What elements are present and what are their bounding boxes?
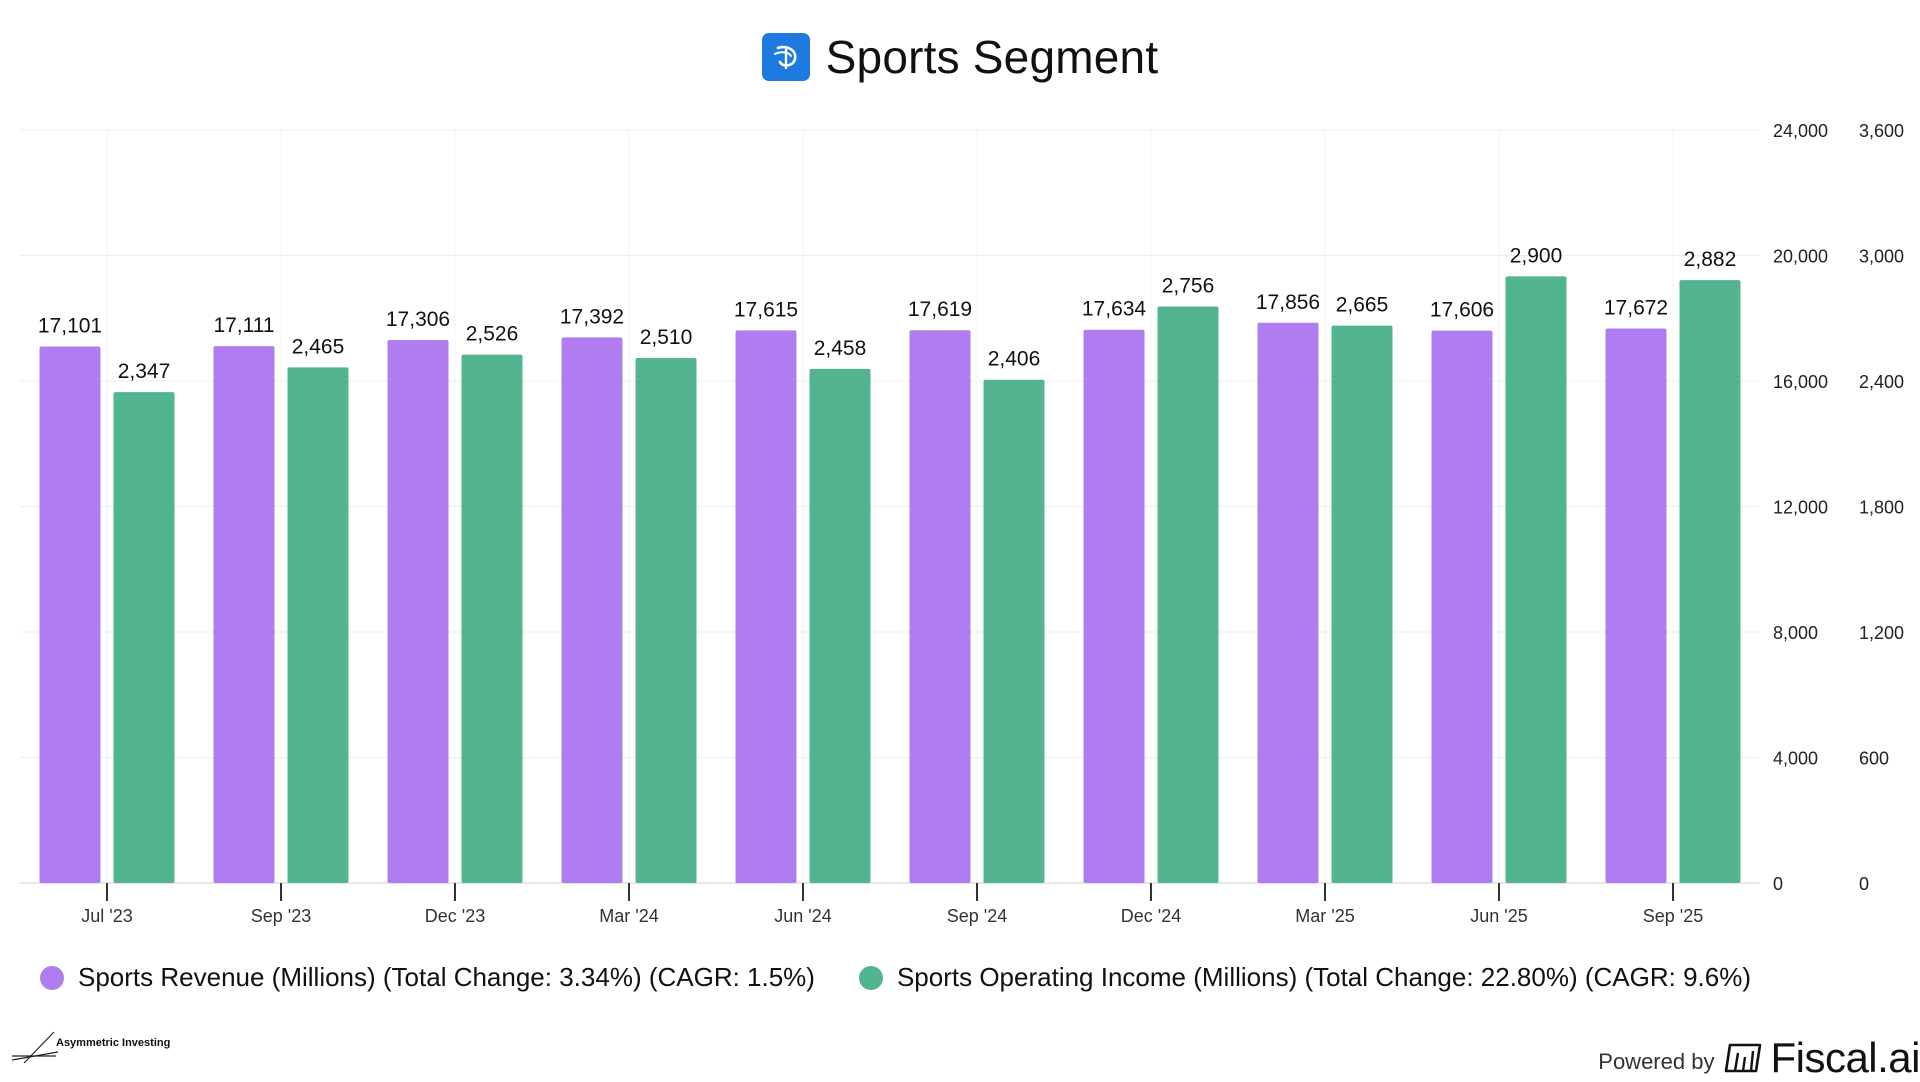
right-axis-tick-label: 3,000: [1859, 247, 1904, 267]
x-axis-tick-label: Jun '24: [774, 906, 831, 926]
asymmetric-investing-text: Asymmetric Investing: [56, 1037, 171, 1049]
operating-income-data-label: 2,665: [1336, 294, 1389, 317]
legend-item-revenue[interactable]: Sports Revenue (Millions) (Total Change:…: [40, 962, 815, 993]
revenue-data-label: 17,111: [213, 314, 274, 337]
operating-income-data-label: 2,882: [1684, 248, 1737, 271]
operating-income-bar[interactable]: [461, 354, 523, 883]
asymmetric-investing-logo-icon: [11, 1031, 59, 1064]
operating-income-data-label: 2,756: [1162, 275, 1215, 298]
fiscal-logo-icon: [1725, 1043, 1762, 1073]
x-axis-tick-label: Sep '23: [251, 906, 312, 926]
revenue-bar[interactable]: [1083, 329, 1145, 883]
legend-dot-revenue: [40, 965, 64, 990]
left-axis-tick-label: 0: [1773, 874, 1783, 894]
revenue-bar[interactable]: [1431, 330, 1493, 883]
operating-income-data-label: 2,458: [814, 337, 867, 360]
revenue-data-label: 17,606: [1430, 299, 1494, 322]
x-axis-tick-label: Jun '25: [1470, 906, 1527, 926]
legend-item-operating-income[interactable]: Sports Operating Income (Millions) (Tota…: [858, 962, 1751, 993]
asymmetric-investing-logo: Asymmetric Investing: [10, 1030, 170, 1064]
revenue-bar[interactable]: [561, 337, 623, 883]
revenue-data-label: 17,392: [560, 305, 624, 328]
legend-label-operating-income: Sports Operating Income (Millions) (Tota…: [896, 962, 1751, 992]
x-axis-tick-label: Mar '25: [1295, 906, 1354, 926]
revenue-bar[interactable]: [1257, 322, 1319, 883]
revenue-bar[interactable]: [387, 340, 449, 883]
revenue-data-label: 17,856: [1256, 291, 1320, 314]
right-axis-tick-label: 1,800: [1859, 498, 1904, 518]
operating-income-data-label: 2,510: [640, 326, 693, 349]
left-axis-tick-label: 8,000: [1773, 623, 1818, 643]
chart-title: Sports Segment: [825, 31, 1159, 83]
right-axis-tick-label: 3,600: [1859, 121, 1904, 141]
left-axis-tick-label: 20,000: [1773, 247, 1828, 267]
x-axis-tick-label: Sep '25: [1643, 906, 1704, 926]
right-axis-tick-label: 600: [1859, 749, 1889, 769]
chart-legend: Sports Revenue (Millions) (Total Change:…: [40, 962, 1795, 993]
operating-income-bar[interactable]: [113, 392, 175, 883]
right-axis-tick-label: 2,400: [1859, 372, 1904, 392]
operating-income-bar[interactable]: [1157, 306, 1219, 884]
operating-income-bar[interactable]: [983, 379, 1045, 883]
operating-income-data-label: 2,465: [292, 335, 345, 358]
revenue-bar[interactable]: [909, 330, 971, 884]
right-axis-tick-label: 0: [1859, 874, 1869, 894]
operating-income-data-label: 2,900: [1510, 244, 1563, 267]
revenue-data-label: 17,619: [908, 298, 972, 321]
operating-income-data-label: 2,406: [988, 348, 1041, 371]
operating-income-bar[interactable]: [1679, 280, 1741, 884]
x-axis-tick-label: Sep '24: [947, 906, 1008, 926]
revenue-bar[interactable]: [39, 346, 101, 883]
operating-income-bar[interactable]: [1331, 325, 1393, 884]
left-axis-tick-label: 4,000: [1773, 749, 1818, 769]
x-axis-tick-label: Dec '23: [425, 906, 485, 926]
legend-dot-operating-income: [858, 965, 883, 990]
revenue-bar[interactable]: [735, 330, 797, 884]
operating-income-bar[interactable]: [809, 368, 871, 883]
fiscal-brand-text: Fiscal.ai: [1770, 1034, 1920, 1081]
chart-header: Sports Segment: [0, 30, 1920, 84]
revenue-data-label: 17,615: [734, 298, 798, 321]
powered-by-text: Powered by: [1598, 1049, 1715, 1074]
operating-income-bar[interactable]: [635, 357, 697, 883]
left-axis-tick-label: 24,000: [1773, 121, 1828, 141]
right-axis-tick-label: 1,200: [1859, 623, 1904, 643]
left-axis-tick-label: 16,000: [1773, 372, 1828, 392]
revenue-data-label: 17,672: [1604, 297, 1668, 320]
revenue-data-label: 17,634: [1082, 298, 1147, 321]
x-axis-tick-label: Dec '24: [1121, 906, 1181, 926]
disney-plus-logo-icon: [761, 33, 810, 81]
revenue-bar[interactable]: [213, 346, 275, 884]
x-axis-tick-label: Jul '23: [81, 906, 132, 926]
operating-income-bar[interactable]: [287, 367, 349, 883]
operating-income-data-label: 2,526: [466, 323, 519, 346]
left-axis-tick-label: 12,000: [1773, 498, 1828, 518]
bar-chart: 0 4,000 8,000 12,000 16,000 20,000 24,000 0 600 1…: [20, 121, 1904, 926]
operating-income-bar[interactable]: [1505, 276, 1567, 884]
legend-label-revenue: Sports Revenue (Millions) (Total Change:…: [78, 962, 815, 992]
operating-income-data-label: 2,347: [118, 360, 171, 383]
revenue-data-label: 17,101: [38, 314, 102, 337]
revenue-data-label: 17,306: [386, 308, 450, 331]
revenue-bar[interactable]: [1605, 328, 1667, 883]
x-axis-tick-label: Mar '24: [599, 906, 658, 926]
powered-by-fiscal: Powered by Fiscal.ai: [1598, 1034, 1920, 1082]
